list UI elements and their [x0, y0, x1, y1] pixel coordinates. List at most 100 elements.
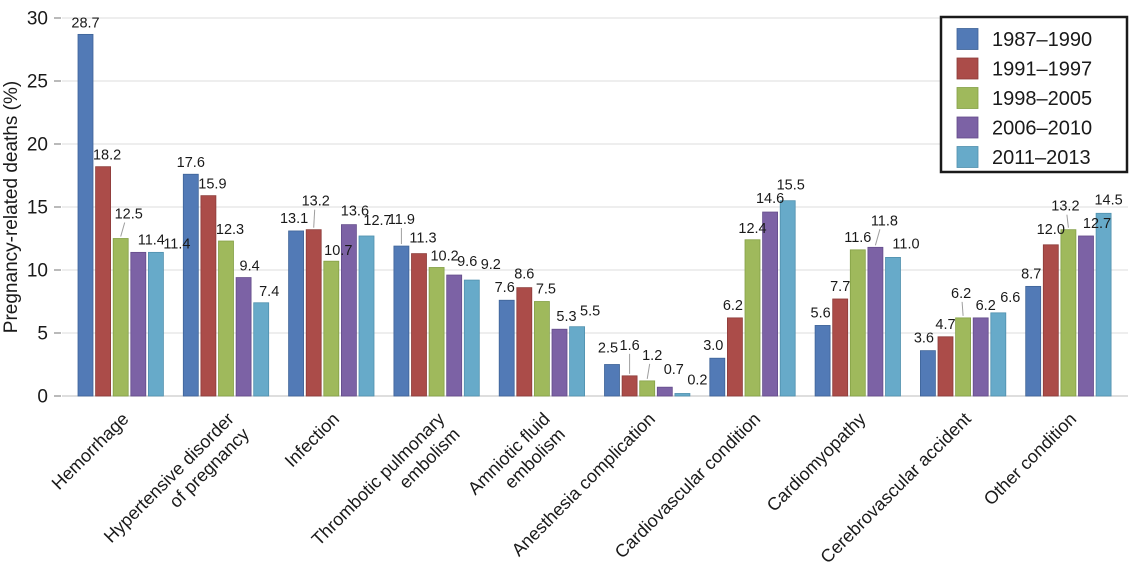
legend-swatch — [956, 116, 979, 139]
bar — [885, 256, 901, 397]
data-label: 5.3 — [556, 309, 576, 325]
data-label: 11.4 — [163, 236, 190, 252]
legend-swatch — [956, 146, 979, 168]
data-label: 1.2 — [642, 348, 662, 364]
data-label: 15.9 — [198, 177, 226, 193]
bar — [516, 287, 533, 397]
legend-swatch — [956, 57, 979, 80]
y-tick-label: 20 — [27, 135, 48, 156]
legend-label: 2011–2013 — [992, 147, 1091, 169]
bar — [1060, 229, 1077, 397]
data-label: 0.7 — [664, 362, 684, 378]
bar — [674, 393, 691, 397]
bar — [1095, 212, 1112, 397]
data-label: 3.0 — [703, 338, 723, 354]
bar — [832, 298, 849, 397]
y-tick-label: 30 — [27, 9, 48, 30]
bar — [709, 357, 726, 397]
data-label: 6.2 — [951, 286, 971, 302]
bar — [253, 302, 270, 397]
bar — [147, 251, 164, 397]
legend-swatch — [956, 28, 979, 50]
bar — [95, 166, 111, 397]
bar — [218, 240, 234, 397]
bar — [621, 375, 638, 397]
bar — [112, 238, 129, 397]
bar — [762, 211, 778, 397]
legend-label: 1991–1997 — [992, 59, 1092, 81]
data-label: 8.7 — [1021, 266, 1041, 282]
bar — [849, 249, 866, 397]
data-label: 10.2 — [430, 248, 458, 264]
data-label: 7.4 — [259, 284, 279, 300]
bar — [955, 317, 971, 397]
data-label: 3.6 — [914, 331, 934, 347]
data-label: 12.7 — [363, 213, 391, 229]
legend-label: 1998–2005 — [992, 88, 1092, 110]
leader-line — [1066, 214, 1069, 228]
legend-swatch — [956, 87, 979, 109]
data-label: 7.5 — [536, 282, 556, 298]
data-label: 6.6 — [1000, 290, 1020, 306]
data-label: 14.6 — [756, 191, 784, 207]
data-label: 9.4 — [240, 259, 260, 275]
data-label: 11.8 — [871, 213, 898, 229]
data-label: 0.2 — [687, 372, 707, 388]
data-label: 11.3 — [409, 231, 436, 247]
data-label: 13.2 — [302, 194, 330, 210]
leader-line — [961, 301, 964, 316]
data-label: 6.2 — [976, 298, 996, 314]
bar — [393, 245, 410, 397]
data-label: 4.7 — [935, 317, 955, 333]
bar — [727, 317, 743, 397]
bar — [358, 235, 375, 397]
bar — [323, 260, 340, 397]
data-label: 12.4 — [738, 221, 766, 237]
data-label: 13.1 — [280, 211, 308, 227]
data-label: 18.2 — [93, 148, 121, 164]
bar — [235, 277, 252, 397]
data-label: 12.7 — [1083, 216, 1111, 232]
data-label: 17.6 — [177, 155, 205, 171]
legend-label: 1987–1990 — [992, 29, 1092, 51]
y-tick-label: 10 — [27, 261, 48, 282]
y-tick-label: 25 — [27, 72, 48, 93]
data-label: 12.3 — [216, 222, 244, 238]
data-label: 7.7 — [830, 279, 850, 295]
bar — [288, 230, 305, 397]
bar — [656, 386, 673, 397]
leader-line — [874, 229, 881, 246]
data-label: 12.0 — [1037, 222, 1065, 238]
bar — [744, 239, 761, 397]
bar — [990, 312, 1007, 397]
data-label: 8.6 — [514, 267, 534, 283]
bar — [446, 274, 463, 397]
bar — [569, 326, 585, 397]
data-label: 11.6 — [844, 230, 871, 246]
data-label: 2.5 — [598, 341, 618, 357]
bar — [77, 33, 94, 397]
bar — [498, 299, 515, 397]
data-label: 14.5 — [1094, 192, 1122, 208]
leader-line — [646, 363, 651, 379]
data-label: 28.7 — [71, 15, 99, 31]
y-tick-label: 5 — [37, 324, 48, 345]
legend: 1987–1990 1991–1997 1998–2005 2006–2010 2011… — [939, 15, 1129, 174]
data-label: 11.0 — [892, 236, 919, 252]
data-label: 11.9 — [388, 212, 415, 228]
y-axis-title: Pregnancy-related deaths (%) — [1, 81, 22, 333]
bar — [1078, 235, 1094, 397]
data-label: 12.5 — [115, 207, 143, 223]
data-label: 9.2 — [481, 257, 501, 273]
data-label: 13.2 — [1051, 199, 1079, 215]
data-label: 6.2 — [723, 298, 743, 314]
data-label: 13.6 — [341, 204, 369, 220]
bar — [920, 350, 936, 397]
bar — [551, 328, 568, 397]
bar — [867, 246, 884, 397]
y-tick-label: 0 — [37, 387, 48, 408]
legend-label: 2006–2010 — [992, 118, 1092, 140]
leader-line — [120, 222, 126, 237]
